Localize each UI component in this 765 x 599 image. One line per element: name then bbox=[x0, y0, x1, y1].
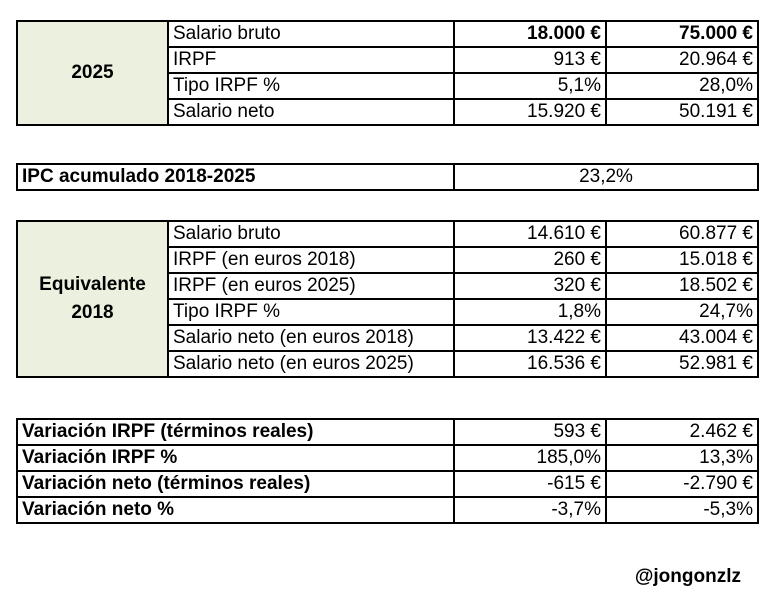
table-equivalente-2018: Equivalente 2018 Salario bruto 14.610 € … bbox=[16, 220, 759, 378]
table-row: Salario neto (en euros 2018) 13.422 € 43… bbox=[17, 324, 759, 352]
author-handle: @jongonzlz bbox=[634, 566, 741, 587]
table-ipc: IPC acumulado 2018-2025 23,2% bbox=[16, 163, 759, 191]
value-salary-75000: 75.000 € bbox=[605, 20, 759, 48]
row-concept: Salario neto (en euros 2018) bbox=[167, 324, 455, 352]
value-col2: 52.981 € bbox=[605, 350, 759, 378]
value-col1: 13.422 € bbox=[453, 324, 607, 352]
year-label-2025: 2025 bbox=[16, 20, 169, 126]
table-row: 2025 Salario bruto 18.000 € 75.000 € bbox=[16, 20, 759, 126]
table-row: Variación IRPF % 185,0% 13,3% bbox=[16, 444, 759, 472]
row-concept: Salario neto (en euros 2025) bbox=[167, 350, 455, 378]
table-row: IPC acumulado 2018-2025 23,2% bbox=[16, 163, 759, 191]
value-col1: 5,1% bbox=[453, 72, 607, 100]
value-col1: 15.920 € bbox=[453, 98, 607, 126]
value-col2: 13,3% bbox=[605, 444, 759, 472]
value-col2: 43.004 € bbox=[605, 324, 759, 352]
row-concept: Tipo IRPF % bbox=[167, 298, 455, 326]
value-col1: 16.536 € bbox=[453, 350, 607, 378]
value-col2: 20.964 € bbox=[605, 46, 759, 74]
row-concept: IRPF bbox=[167, 46, 455, 74]
value-col2: 28,0% bbox=[605, 72, 759, 100]
value-col1: -3,7% bbox=[453, 496, 607, 524]
row-concept: Salario neto bbox=[167, 98, 455, 126]
value-col2: 15.018 € bbox=[605, 246, 759, 274]
table-row: IRPF (en euros 2025) 320 € 18.502 € bbox=[17, 272, 759, 300]
value-col1: 14.610 € bbox=[453, 220, 607, 248]
table-row: Variación neto (términos reales) -615 € … bbox=[16, 470, 759, 498]
row-concept: Variación neto % bbox=[16, 496, 455, 524]
value-col1: 185,0% bbox=[453, 444, 607, 472]
value-col1: -615 € bbox=[453, 470, 607, 498]
table-row: Salario neto (en euros 2025) 16.536 € 52… bbox=[17, 350, 759, 378]
table-2025: 2025 Salario bruto 18.000 € 75.000 € IRP… bbox=[16, 20, 759, 126]
value-col2: 18.502 € bbox=[605, 272, 759, 300]
row-concept: Variación neto (términos reales) bbox=[16, 470, 455, 498]
table-row: IRPF (en euros 2018) 260 € 15.018 € bbox=[17, 246, 759, 274]
value-col2: 50.191 € bbox=[605, 98, 759, 126]
value-col1: 320 € bbox=[453, 272, 607, 300]
value-salary-18000: 18.000 € bbox=[453, 20, 607, 48]
value-col2: 24,7% bbox=[605, 298, 759, 326]
table-row: Tipo IRPF % 5,1% 28,0% bbox=[17, 72, 759, 100]
table-row: Equivalente 2018 Salario bruto 14.610 € … bbox=[16, 220, 759, 378]
value-col1: 913 € bbox=[453, 46, 607, 74]
table-row: Variación IRPF (términos reales) 593 € 2… bbox=[16, 418, 759, 446]
row-concept: IRPF (en euros 2025) bbox=[167, 272, 455, 300]
row-concept: Salario bruto bbox=[167, 220, 455, 248]
ipc-label: IPC acumulado 2018-2025 bbox=[16, 163, 455, 191]
table-variaciones: Variación IRPF (términos reales) 593 € 2… bbox=[16, 418, 759, 524]
table-row: Variación neto % -3,7% -5,3% bbox=[16, 496, 759, 524]
row-concept: IRPF (en euros 2018) bbox=[167, 246, 455, 274]
table-row: Salario neto 15.920 € 50.191 € bbox=[17, 98, 759, 126]
row-concept: Variación IRPF % bbox=[16, 444, 455, 472]
year-label-2018: Equivalente 2018 bbox=[16, 220, 169, 378]
value-col1: 260 € bbox=[453, 246, 607, 274]
value-col2: 60.877 € bbox=[605, 220, 759, 248]
row-concept: Salario bruto bbox=[167, 20, 455, 48]
ipc-value: 23,2% bbox=[453, 163, 759, 191]
label-line-1: Equivalente bbox=[39, 274, 146, 295]
value-col2: -5,3% bbox=[605, 496, 759, 524]
value-col1: 593 € bbox=[453, 418, 607, 446]
label-line-2: 2018 bbox=[71, 302, 114, 323]
value-col2: -2.790 € bbox=[605, 470, 759, 498]
value-col2: 2.462 € bbox=[605, 418, 759, 446]
row-concept: Variación IRPF (términos reales) bbox=[16, 418, 455, 446]
table-row: Tipo IRPF % 1,8% 24,7% bbox=[17, 298, 759, 326]
row-concept: Tipo IRPF % bbox=[167, 72, 455, 100]
table-row: IRPF 913 € 20.964 € bbox=[17, 46, 759, 74]
value-col1: 1,8% bbox=[453, 298, 607, 326]
